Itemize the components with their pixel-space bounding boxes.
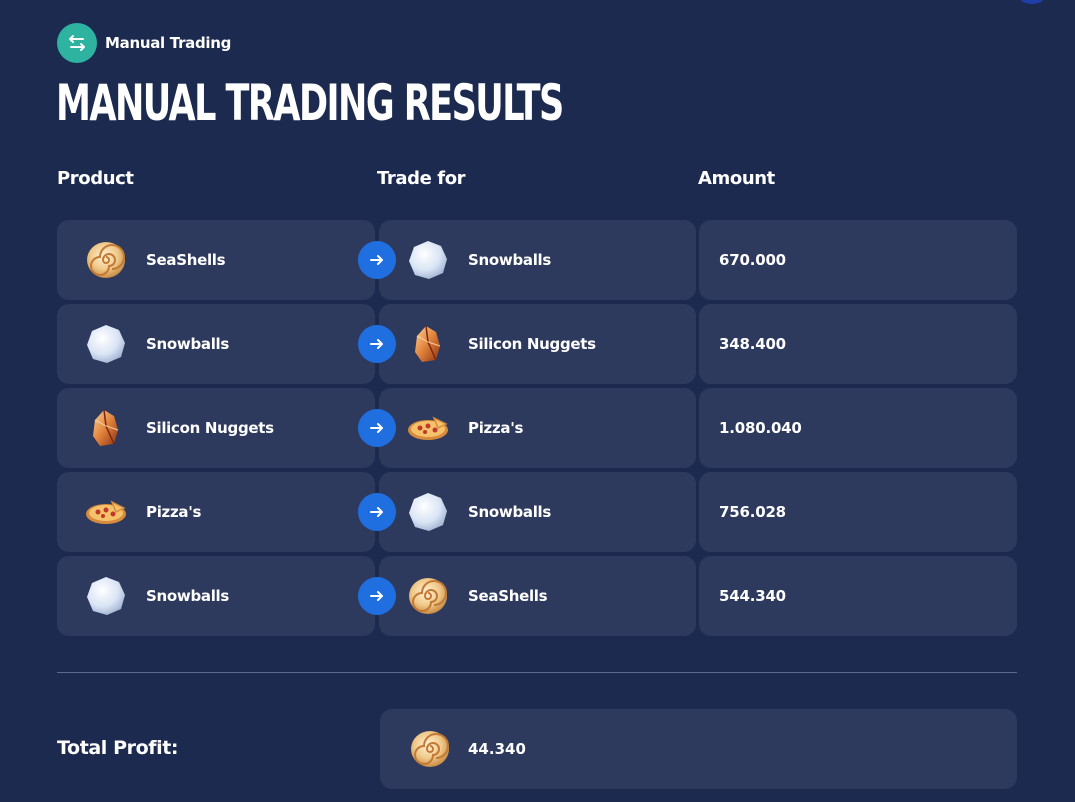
amount-cell: 670.000 [699,220,1017,300]
total-profit-value: 44.340 [468,740,526,758]
section-badge: Manual Trading [57,23,231,63]
amount-value: 1.080.040 [719,419,802,437]
divider [57,672,1017,673]
trade-row: Silicon Nuggets Pizza's 1.080.040 [57,388,1017,468]
trade-arrow-button[interactable] [358,577,396,615]
pizza-icon [84,490,128,534]
column-header-trade-for: Trade for [377,168,466,189]
amount-cell: 1.080.040 [699,388,1017,468]
column-header-product: Product [57,168,134,189]
trade-row: SeaShells Snowballs 670.000 [57,220,1017,300]
arrow-right-icon [369,252,385,268]
trade-for-cell: Snowballs [379,220,696,300]
snowball-icon [84,574,128,618]
product-cell: Pizza's [57,472,375,552]
product-label: SeaShells [146,251,226,269]
product-cell: Silicon Nuggets [57,388,375,468]
product-cell: Snowballs [57,556,375,636]
trade-for-cell: Silicon Nuggets [379,304,696,384]
seashell-icon [406,574,450,618]
arrow-right-icon [369,588,385,604]
product-label: Pizza's [146,503,202,521]
trade-for-label: Pizza's [468,419,524,437]
amount-cell: 756.028 [699,472,1017,552]
badge-label: Manual Trading [105,34,232,52]
trade-row: Snowballs SeaShells 544.340 [57,556,1017,636]
silicon-nugget-icon [84,406,128,450]
product-cell: SeaShells [57,220,375,300]
swap-arrows-icon [57,23,97,63]
trade-arrow-button[interactable] [358,241,396,279]
arrow-right-icon [369,420,385,436]
total-profit-label: Total Profit: [57,737,179,759]
trade-arrow-button[interactable] [358,409,396,447]
total-profit-box: 44.340 [380,709,1017,789]
amount-cell: 544.340 [699,556,1017,636]
amount-value: 670.000 [719,251,786,269]
trade-row: Pizza's Snowballs 756.028 [57,472,1017,552]
product-label: Snowballs [146,587,230,605]
amount-value: 544.340 [719,587,786,605]
trade-for-label: Snowballs [468,251,552,269]
trade-arrow-button[interactable] [358,325,396,363]
corner-indicator [1019,0,1045,4]
trade-row: Snowballs Silicon Nuggets 348.400 [57,304,1017,384]
snowball-icon [406,490,450,534]
seashell-icon [84,238,128,282]
arrow-right-icon [369,504,385,520]
amount-value: 348.400 [719,335,786,353]
page-title: MANUAL TRADING RESULTS [56,74,564,132]
trade-for-label: Silicon Nuggets [468,335,596,353]
pizza-icon [406,406,450,450]
seashell-icon [408,727,452,771]
trade-for-cell: Snowballs [379,472,696,552]
silicon-nugget-icon [406,322,450,366]
product-label: Silicon Nuggets [146,419,274,437]
arrow-right-icon [369,336,385,352]
snowball-icon [406,238,450,282]
trade-for-label: Snowballs [468,503,552,521]
trade-for-label: SeaShells [468,587,548,605]
product-label: Snowballs [146,335,230,353]
amount-cell: 348.400 [699,304,1017,384]
snowball-icon [84,322,128,366]
trade-for-cell: Pizza's [379,388,696,468]
column-header-amount: Amount [698,168,775,189]
trade-for-cell: SeaShells [379,556,696,636]
product-cell: Snowballs [57,304,375,384]
amount-value: 756.028 [719,503,786,521]
trade-arrow-button[interactable] [358,493,396,531]
